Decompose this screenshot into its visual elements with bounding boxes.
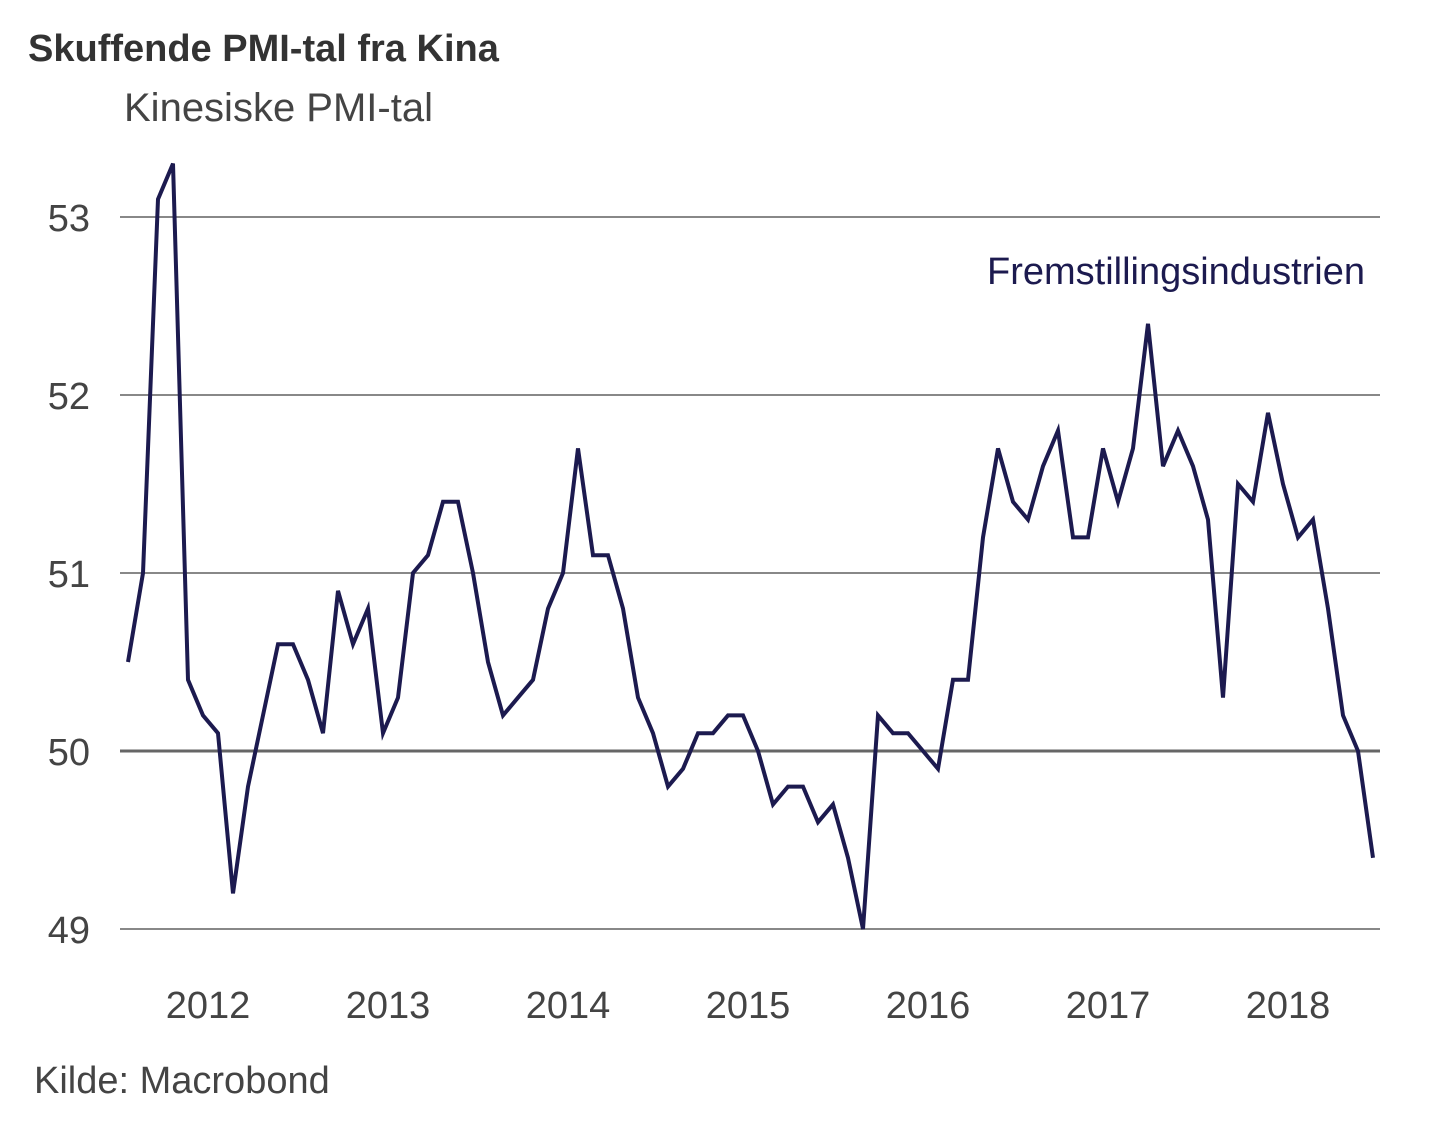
y-tick-label: 51: [48, 554, 90, 596]
x-tick-label: 2014: [526, 985, 611, 1027]
x-tick-label: 2013: [346, 985, 431, 1027]
x-tick-label: 2015: [706, 985, 791, 1027]
x-tick-label: 2017: [1066, 985, 1151, 1027]
source-note: Kilde: Macrobond: [34, 1060, 330, 1102]
chart-title: Skuffende PMI-tal fra Kina: [28, 28, 499, 70]
y-tick-label: 50: [48, 732, 90, 774]
series-lines: [126, 162, 1375, 930]
y-tick-label: 49: [48, 910, 90, 952]
y-axis-ticks: 49 50 51 52 53: [48, 198, 90, 952]
series-line: [126, 162, 1375, 930]
x-axis-ticks: 2012 2013 2014 2015 2016 2017 2018: [166, 985, 1331, 1027]
gridlines: [120, 216, 1380, 930]
x-tick-label: 2016: [886, 985, 971, 1027]
x-tick-label: 2018: [1246, 985, 1331, 1027]
x-tick-label: 2012: [166, 985, 251, 1027]
y-tick-label: 53: [48, 198, 90, 240]
series-label: Fremstillingsindustrien: [987, 251, 1365, 293]
y-tick-label: 52: [48, 376, 90, 418]
chart-subtitle: Kinesiske PMI-tal: [124, 86, 433, 130]
